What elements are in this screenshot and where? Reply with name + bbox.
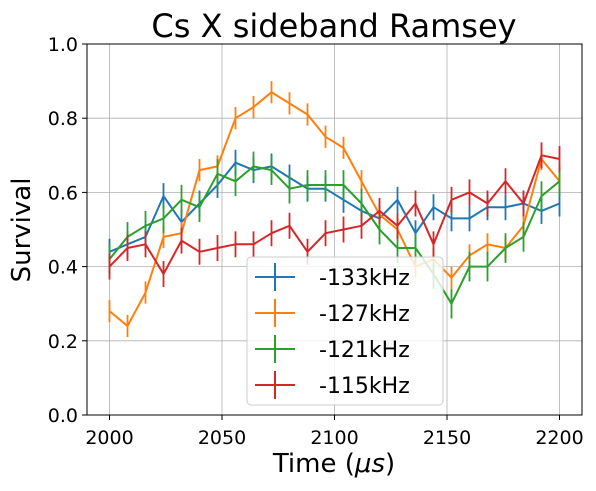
x-tick-label: 2150	[423, 427, 471, 449]
x-tick-label: 2050	[198, 427, 246, 449]
y-axis-ticks: 0.0 0.2 0.4 0.6 0.8 1.0	[48, 34, 87, 427]
series-line	[108, 154, 560, 275]
series-layer	[108, 81, 561, 338]
x-axis-ticks: 2000 2050 2100 2150 2200	[85, 415, 584, 449]
legend-label: -121kHz	[319, 338, 410, 363]
legend-box	[246, 256, 444, 406]
y-tick-label: 0.0	[48, 405, 78, 427]
x-tick-label: 2200	[535, 427, 583, 449]
y-tick-label: 0.6	[48, 182, 78, 204]
legend-label: -115kHz	[319, 374, 410, 399]
x-tick-label: 2000	[85, 427, 133, 449]
series-line	[109, 161, 560, 253]
y-axis-label: Survival	[7, 178, 37, 283]
x-axis-label: Time (μs)	[272, 449, 395, 479]
legend-label: -127kHz	[319, 302, 410, 327]
legend-label: -133kHz	[319, 266, 410, 291]
x-axis-label-unit: s	[371, 449, 385, 479]
y-tick-label: 0.4	[48, 257, 78, 279]
series-line	[108, 165, 561, 305]
series--115kHz	[108, 142, 561, 288]
legend: -133kHz -127kHz -121kHz -115kHz	[246, 256, 444, 406]
y-tick-label: 1.0	[48, 34, 78, 56]
x-tick-label: 2100	[310, 427, 358, 449]
y-tick-label: 0.8	[48, 108, 78, 130]
y-tick-label: 0.2	[48, 331, 78, 353]
x-axis-label-mu: μ	[354, 449, 372, 479]
chart-title: Cs X sideband Ramsey	[151, 7, 516, 45]
x-axis-label-close: )	[385, 449, 395, 479]
x-axis-label-main: Time (	[272, 449, 355, 479]
series-line	[108, 91, 561, 327]
